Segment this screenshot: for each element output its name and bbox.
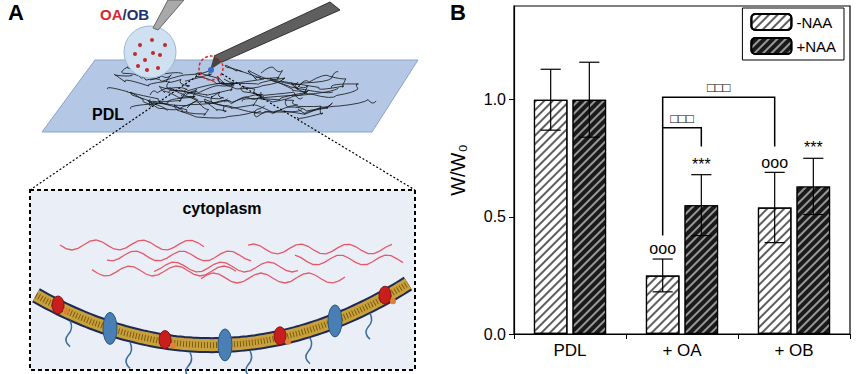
svg-text:0.5: 0.5 [484,208,506,225]
svg-text:PDL: PDL [553,341,586,360]
html-text:B: B [450,0,466,25]
svg-text:***: *** [804,139,823,156]
svg-text:W/W₀: W/W₀ [447,144,469,196]
svg-text:+ OB: + OB [774,341,813,360]
svg-text:OA/OB: OA/OB [100,6,149,23]
svg-text:ooo: ooo [761,154,788,171]
svg-text:0.0: 0.0 [484,326,506,343]
svg-text:***: *** [692,156,711,173]
svg-text:-NAA: -NAA [796,14,832,31]
svg-text:□□□: □□□ [670,111,694,126]
html-text:A: A [8,0,24,25]
svg-text:PDL: PDL [92,106,124,123]
svg-text:+ OA: + OA [662,341,702,360]
svg-text:cytoplasm: cytoplasm [182,200,261,217]
svg-text:1.0: 1.0 [484,91,506,108]
svg-text:ooo: ooo [649,240,676,257]
svg-text:+NAA: +NAA [796,38,836,55]
svg-text:□□□: □□□ [707,80,731,95]
